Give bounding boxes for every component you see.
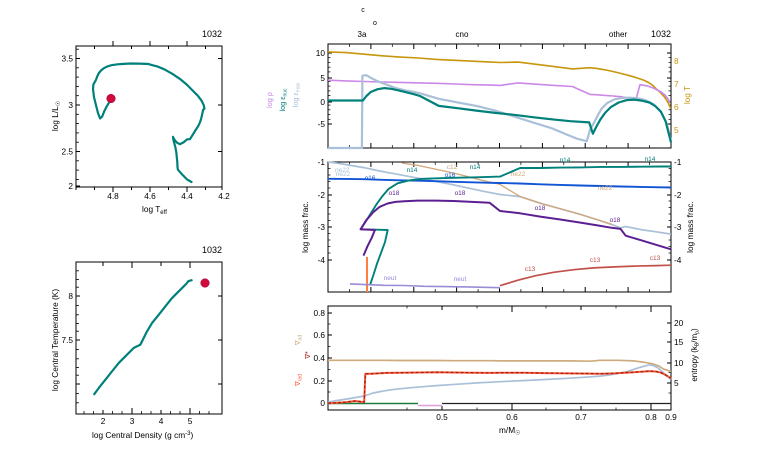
- svg-text:n14: n14: [645, 156, 656, 163]
- svg-text:8: 8: [68, 291, 73, 301]
- svg-text:log T: log T: [682, 86, 692, 104]
- svg-text:entropy (kB/mp): entropy (kB/mp): [690, 328, 701, 382]
- svg-text:0.7: 0.7: [575, 412, 587, 422]
- svg-text:3: 3: [68, 100, 73, 110]
- svg-text:4.6: 4.6: [144, 191, 156, 201]
- svg-text:0.8: 0.8: [645, 412, 657, 422]
- svg-text:0.6: 0.6: [313, 330, 325, 340]
- svg-text:neut: neut: [454, 276, 467, 283]
- svg-text:8: 8: [674, 56, 679, 66]
- svg-text:0.4: 0.4: [313, 353, 325, 363]
- svg-text:c13: c13: [590, 257, 601, 264]
- svg-text:-2: -2: [674, 190, 682, 200]
- svg-text:o: o: [373, 20, 377, 27]
- svg-text:1032: 1032: [202, 29, 222, 39]
- svg-text:10: 10: [316, 48, 326, 58]
- svg-text:log mass frac.: log mass frac.: [685, 201, 695, 253]
- svg-text:0.6: 0.6: [506, 412, 518, 422]
- svg-text:4.2: 4.2: [218, 191, 230, 201]
- svg-text:0.8: 0.8: [313, 308, 325, 318]
- svg-text:-3: -3: [318, 222, 326, 232]
- svg-text:5: 5: [674, 125, 679, 135]
- svg-text:log Central Temperature (K): log Central Temperature (K): [50, 289, 60, 391]
- svg-text:∇*: ∇*: [304, 351, 312, 360]
- svg-text:15: 15: [674, 337, 684, 347]
- svg-text:3a: 3a: [358, 30, 367, 39]
- svg-text:6: 6: [674, 102, 679, 112]
- svg-text:ne22: ne22: [598, 185, 613, 192]
- svg-text:o16: o16: [445, 172, 456, 179]
- svg-text:n14: n14: [407, 167, 418, 174]
- svg-text:-2: -2: [318, 190, 326, 200]
- svg-text:-4: -4: [318, 255, 326, 265]
- svg-text:5: 5: [674, 378, 679, 388]
- svg-text:other: other: [609, 30, 628, 39]
- svg-text:o18: o18: [455, 190, 466, 197]
- svg-text:0.2: 0.2: [313, 376, 325, 386]
- svg-text:o18: o18: [535, 205, 546, 212]
- svg-text:c13: c13: [650, 255, 661, 262]
- svg-text:1032: 1032: [202, 245, 222, 255]
- svg-text:4: 4: [159, 416, 164, 426]
- svg-text:c12: c12: [447, 164, 458, 171]
- svg-text:0: 0: [320, 97, 325, 107]
- svg-text:ne22: ne22: [335, 167, 350, 174]
- svg-text:20: 20: [674, 318, 684, 328]
- svg-text:7.5: 7.5: [61, 335, 73, 345]
- svg-text:o16: o16: [365, 175, 376, 182]
- svg-text:0: 0: [320, 398, 325, 408]
- svg-text:n14: n14: [560, 157, 571, 164]
- svg-text:-4: -4: [674, 255, 682, 265]
- svg-text:log Central Density (g cm-3): log Central Density (g cm-3): [92, 430, 194, 440]
- svg-text:4.4: 4.4: [181, 191, 193, 201]
- svg-text:-1: -1: [318, 157, 326, 167]
- svg-text:log mass frac.: log mass frac.: [300, 201, 310, 253]
- svg-text:2.5: 2.5: [61, 147, 73, 157]
- svg-text:3: 3: [130, 416, 135, 426]
- svg-text:0.9: 0.9: [665, 412, 677, 422]
- svg-text:-5: -5: [318, 119, 326, 129]
- svg-text:2: 2: [68, 181, 73, 191]
- svg-text:o18: o18: [389, 190, 400, 197]
- svg-text:2: 2: [101, 416, 106, 426]
- svg-text:-1: -1: [674, 157, 682, 167]
- svg-text:1032: 1032: [651, 29, 671, 39]
- svg-text:5: 5: [188, 416, 193, 426]
- svg-text:c: c: [361, 7, 365, 14]
- svg-text:c13: c13: [525, 266, 536, 273]
- svg-text:10: 10: [674, 358, 684, 368]
- svg-text:cno: cno: [456, 30, 469, 39]
- svg-text:5: 5: [320, 73, 325, 83]
- svg-text:ne22: ne22: [511, 171, 526, 178]
- svg-text:o18: o18: [610, 217, 621, 224]
- svg-text:neut: neut: [384, 275, 397, 282]
- svg-text:n14: n14: [470, 164, 481, 171]
- svg-text:3.5: 3.5: [61, 54, 73, 64]
- svg-text:-3: -3: [674, 222, 682, 232]
- svg-text:log ρ: log ρ: [265, 92, 274, 108]
- svg-text:7: 7: [674, 79, 679, 89]
- svg-text:0.5: 0.5: [436, 412, 448, 422]
- svg-text:4.8: 4.8: [107, 191, 119, 201]
